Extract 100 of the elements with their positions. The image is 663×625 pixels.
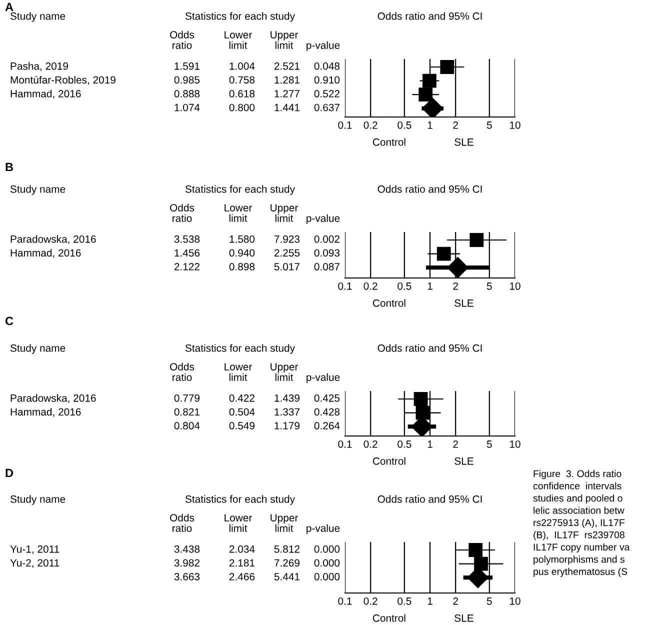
- text: D: [6, 468, 14, 478]
- text: 7.269: [274, 559, 300, 567]
- text: 0.000: [314, 545, 340, 553]
- text: 1.074: [174, 104, 200, 112]
- x-tick-label: 2: [453, 121, 458, 129]
- x-tick-label: 5: [486, 282, 492, 290]
- text: Study name: [10, 344, 66, 354]
- chart-subtitle: Odds ratio and 95% CI: [378, 12, 482, 20]
- x-tick-label: 1: [428, 440, 432, 448]
- text: SLE: [454, 299, 474, 307]
- x-tick-label: 0.2: [364, 121, 378, 129]
- text: p-value: [306, 214, 340, 224]
- text: 0.910: [314, 76, 340, 84]
- text: Upper limit: [270, 204, 298, 222]
- x-tick-label: 0.5: [398, 440, 412, 448]
- text: 0.800: [229, 104, 255, 112]
- x-tick-label: 0.5: [398, 597, 412, 605]
- x-tick-label: 0.5: [398, 282, 412, 290]
- text: Statistics for each study: [185, 185, 295, 195]
- text: Figure 3. Odds ratio confidence intervals studies and pooled o lelic association betw rs2275913 (A), IL17F (B), IL17F rs239708 IL17F copy number va polymorphisms and s pus erythematosus (S: [533, 470, 630, 577]
- text: 0.637: [314, 104, 340, 112]
- text: 3.663: [174, 573, 200, 580]
- text: 0.264: [314, 422, 340, 430]
- text: Lower limit: [224, 363, 252, 381]
- text: 0.821: [174, 408, 200, 416]
- text: 0.940: [229, 249, 255, 257]
- text: 1.337: [274, 408, 300, 416]
- point: [418, 88, 433, 102]
- x-tick-label: 5: [486, 440, 492, 448]
- text: Statistics for each study: [185, 495, 295, 505]
- text: Control: [372, 138, 406, 146]
- category-label: Pasha, 2019: [10, 62, 68, 72]
- text: Odds ratio: [170, 514, 194, 532]
- x-tick-label: 2: [453, 282, 458, 290]
- text: Control: [372, 299, 406, 307]
- category-label: Hammad, 2016: [10, 90, 81, 99]
- text: p-value: [306, 373, 340, 383]
- text: 1.580: [230, 235, 255, 243]
- x-tick-label: 5: [486, 122, 492, 129]
- point: [422, 74, 436, 88]
- text: Lower limit: [224, 514, 252, 532]
- text: Lower limit: [224, 31, 252, 49]
- x-tick-label: 0.2: [364, 440, 378, 448]
- x-tick-label: 2: [453, 597, 458, 605]
- text: 0.422: [229, 394, 254, 402]
- text: 1.591: [174, 62, 200, 70]
- text: 0.804: [174, 422, 200, 430]
- text: 0.898: [229, 263, 255, 270]
- category-label: Yu-2, 2011: [10, 559, 60, 568]
- chart-subtitle: Odds ratio and 95% CI: [378, 495, 482, 503]
- text: Odds ratio: [170, 30, 194, 49]
- category-label: Paradowska, 2016: [10, 394, 96, 404]
- text: Lower limit: [224, 204, 252, 222]
- x-tick-label: 1: [428, 122, 432, 129]
- text: 0.758: [229, 76, 255, 84]
- text: 5.017: [274, 263, 300, 270]
- text: 0.522: [314, 90, 340, 98]
- text: 1.439: [274, 394, 300, 402]
- text: 0.048: [314, 62, 340, 70]
- text: 5.441: [274, 573, 300, 580]
- text: 3.982: [174, 559, 200, 567]
- text: 0.428: [314, 408, 340, 416]
- text: 1.441: [274, 104, 300, 112]
- text: 2.521: [274, 62, 300, 70]
- x-tick-label: 10: [510, 121, 520, 129]
- text: 1.456: [174, 249, 200, 257]
- x-tick-label: 0.2: [364, 597, 378, 605]
- chart-subtitle: Odds ratio and 95% CI: [378, 185, 482, 193]
- text: A: [5, 2, 14, 12]
- text: 0.093: [314, 249, 340, 257]
- text: Study name: [10, 495, 66, 505]
- category-label: Hammad, 2016: [10, 408, 81, 417]
- text: SLE: [454, 138, 474, 146]
- text: 0.779: [174, 394, 200, 402]
- text: 2.466: [229, 573, 255, 580]
- text: Study name: [10, 12, 66, 22]
- chart-subtitle: Odds ratio and 95% CI: [378, 344, 482, 352]
- text: Statistics for each study: [185, 344, 295, 354]
- text: Odds ratio: [170, 204, 194, 222]
- x-tick-label: 10: [510, 597, 520, 605]
- text: 1.281: [274, 76, 300, 84]
- text: Control: [372, 614, 406, 622]
- text: Upper limit: [270, 363, 298, 381]
- text: Study name: [10, 185, 66, 195]
- x-tick-label: 0.1: [338, 121, 352, 129]
- text: 0.000: [314, 573, 340, 580]
- text: 0.549: [229, 422, 255, 430]
- text: 1.179: [274, 422, 300, 430]
- text: p-value: [306, 41, 340, 51]
- text: 0.002: [314, 235, 340, 243]
- text: p-value: [306, 524, 340, 534]
- text: 0.888: [174, 90, 200, 98]
- text: 2.255: [274, 249, 300, 257]
- text: 2.181: [229, 559, 254, 567]
- text: SLE: [454, 614, 474, 622]
- category-label: Yu-1, 2011: [10, 545, 60, 554]
- x-tick-label: 10: [510, 282, 520, 290]
- category-label: Paradowska, 2016: [10, 235, 96, 244]
- x-tick-label: 0.5: [398, 121, 412, 129]
- text: 1.277: [274, 90, 300, 98]
